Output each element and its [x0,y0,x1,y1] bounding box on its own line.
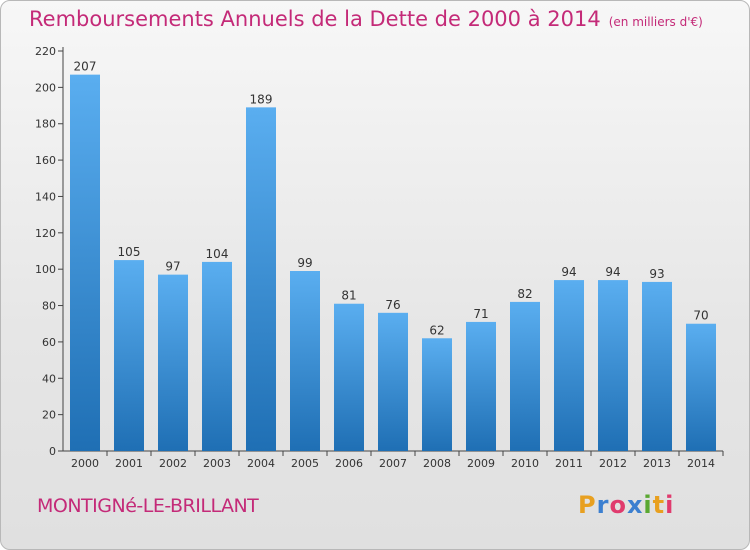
bar [422,338,452,451]
commune-name: MONTIGNé-LE-BRILLANT [37,495,259,517]
y-tick-label: 140 [35,190,56,203]
bar [554,280,584,451]
y-tick-label: 40 [42,372,56,385]
y-tick-label: 120 [35,227,56,240]
y-tick-label: 20 [42,409,56,422]
logo-letter: r [596,491,610,519]
y-tick-label: 200 [35,81,56,94]
bar [158,274,188,451]
bar [70,74,100,452]
data-label: 70 [693,309,708,323]
data-label: 94 [605,265,620,279]
bar [510,301,540,451]
data-label: 81 [341,289,356,303]
data-label: 207 [74,60,97,74]
x-tick-label: 2000 [71,457,99,470]
y-tick-label: 0 [49,445,56,458]
logo-letter: i [643,491,653,519]
chart-title: Remboursements Annuels de la Dette de 20… [29,7,703,31]
x-tick-label: 2007 [379,457,407,470]
data-label: 71 [473,307,488,321]
data-label: 94 [561,265,576,279]
x-tick-label: 2012 [599,457,627,470]
chart-bars [70,74,716,452]
bar [466,321,496,451]
chart-title-text: Remboursements Annuels de la Dette de 20… [29,7,601,31]
y-tick-label: 100 [35,263,56,276]
data-label: 97 [165,260,180,274]
y-tick-label: 80 [42,300,56,313]
data-label: 82 [517,287,532,301]
logo-letter: P [578,491,597,519]
chart-data-labels: 207 105 97 104 189 99 81 76 62 71 82 94 94 93 70 [74,60,709,338]
y-tick-label: 180 [35,118,56,131]
x-tick-label: 2013 [643,457,671,470]
data-label: 104 [206,247,229,261]
data-label: 105 [118,245,141,259]
bar [686,323,716,451]
x-tick-label: 2006 [335,457,363,470]
bar [334,303,364,451]
data-label: 189 [250,92,273,106]
logo-letter: i [665,491,675,519]
x-tick-label: 2002 [159,457,187,470]
x-tick-label: 2009 [467,457,495,470]
x-tick-label: 2005 [291,457,319,470]
bar [246,107,276,451]
data-label: 93 [649,267,664,281]
proxiti-logo: Proxiti [578,491,674,519]
data-label: 76 [385,298,400,312]
logo-letter: t [652,491,666,519]
bar [202,261,232,451]
x-tick-label: 2011 [555,457,583,470]
bar [290,271,320,451]
y-tick-label: 60 [42,336,56,349]
y-tick-label: 160 [35,154,56,167]
bar [114,260,144,451]
bar [598,280,628,451]
x-tick-label: 2001 [115,457,143,470]
logo-letter: o [609,491,627,519]
data-label: 62 [429,323,444,337]
bar [378,312,408,451]
x-tick-label: 2004 [247,457,275,470]
chart-axes: 0 20 40 60 80 100 120 140 160 180 200 220 2000 2001 20… [35,45,724,470]
x-tick-label: 2003 [203,457,231,470]
x-tick-label: 2010 [511,457,539,470]
logo-letter: x [626,491,644,519]
x-tick-label: 2014 [687,457,715,470]
x-tick-label: 2008 [423,457,451,470]
bar [642,281,672,451]
data-label: 99 [297,256,312,270]
y-tick-label: 220 [35,45,56,58]
chart-unit: (en milliers d'€) [608,15,703,29]
